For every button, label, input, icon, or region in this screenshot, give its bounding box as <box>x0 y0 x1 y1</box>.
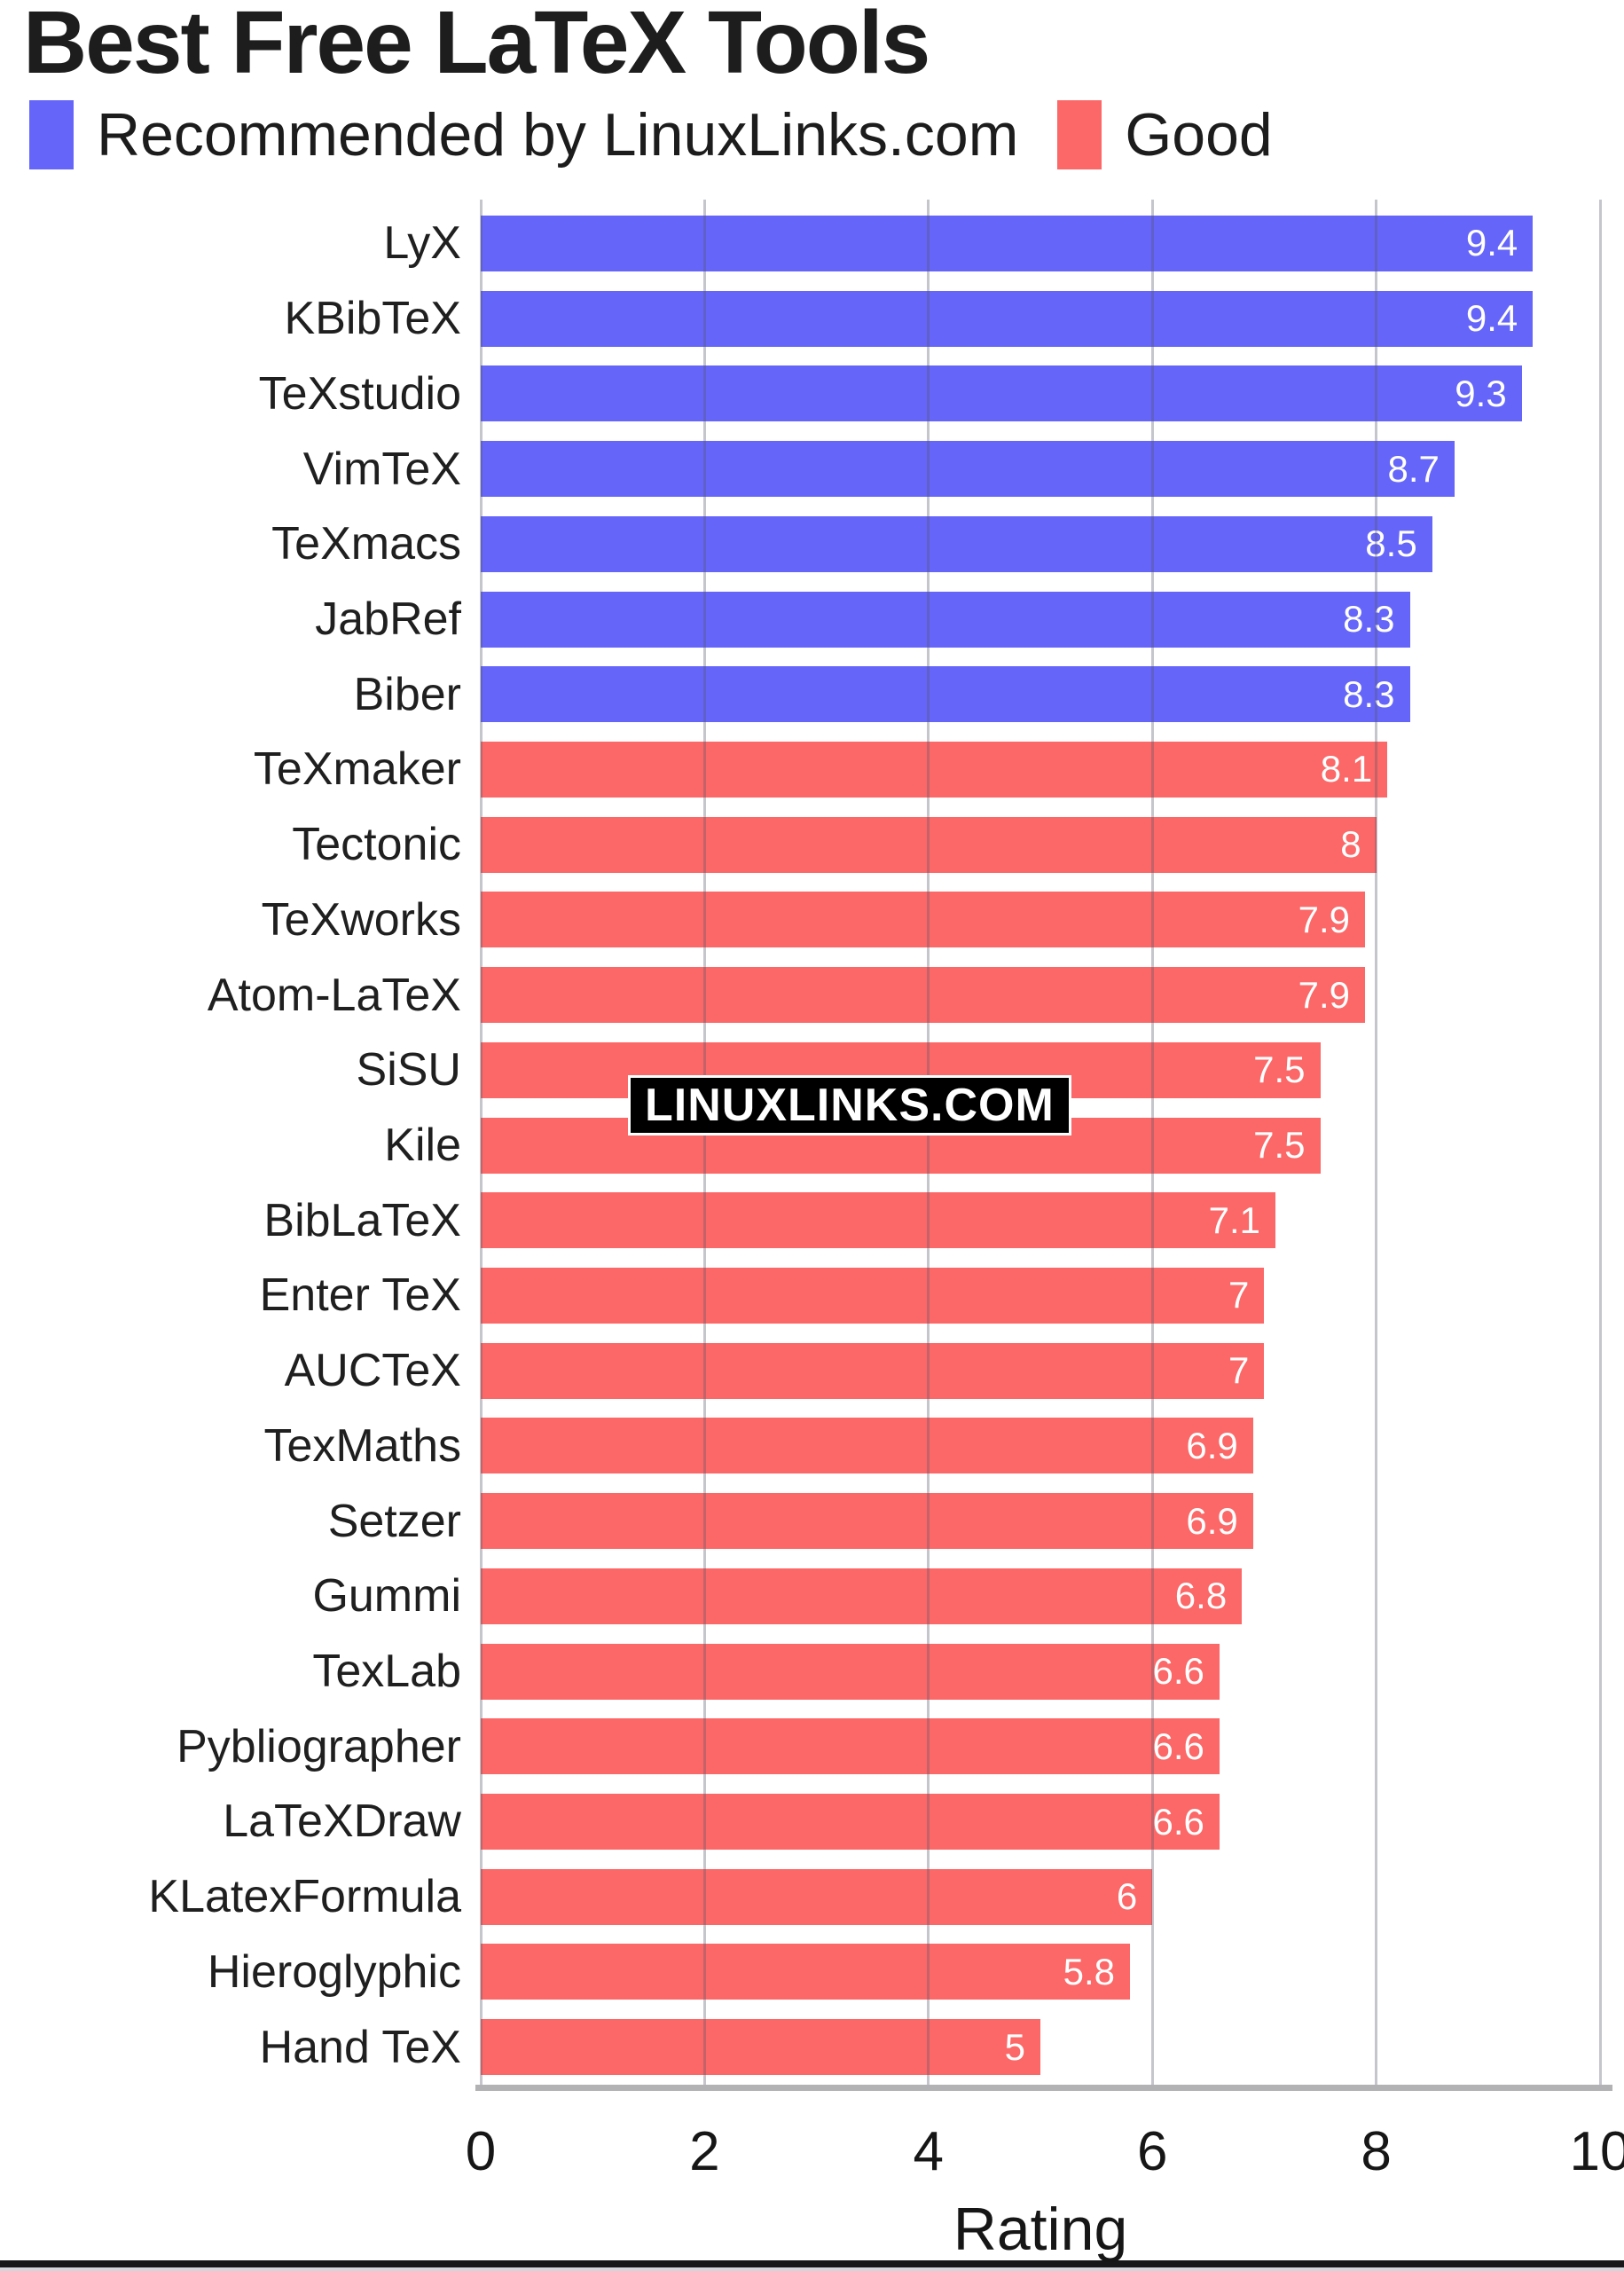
bar-label: KLatexFormula <box>148 1871 461 1923</box>
x-tick-label: 6 <box>1136 2121 1168 2182</box>
bar-value-label: 8 <box>1340 823 1361 866</box>
bar-label: TeXstudio <box>258 367 461 420</box>
bar-value-label: 8.3 <box>1343 598 1395 640</box>
bar-value-label: 8.7 <box>1387 447 1440 490</box>
chart-title: Best Free LaTeX Tools <box>23 0 930 92</box>
x-tick-label: 2 <box>689 2121 720 2182</box>
bottom-edge-strip <box>0 2267 1624 2271</box>
bar-label: TexLab <box>312 1646 461 1698</box>
bar-label: Hieroglyphic <box>207 1945 461 1998</box>
bar: 6.6 <box>481 1794 1220 1850</box>
watermark: LINUXLINKS.COM <box>628 1075 1071 1136</box>
bar-value-label: 9.3 <box>1455 372 1507 414</box>
bar-value-label: 7.9 <box>1298 973 1350 1016</box>
bar-value-label: 6.8 <box>1174 1575 1228 1617</box>
bar-label: Atom-LaTeX <box>207 969 461 1021</box>
bar-label: Setzer <box>327 1495 461 1547</box>
bar-value-label: 6.6 <box>1152 1650 1204 1692</box>
bar-value-label: 6.9 <box>1186 1424 1238 1466</box>
bar-label: LaTeXDraw <box>223 1796 461 1848</box>
bar-value-label: 7 <box>1228 1349 1250 1392</box>
legend-item-recommended: Recommended by LinuxLinks.com <box>29 100 1018 169</box>
bar: 8 <box>481 816 1377 873</box>
x-axis-title: Rating <box>953 2196 1128 2263</box>
bar: 8.7 <box>481 441 1455 497</box>
bar-value-label: 7.5 <box>1253 1049 1306 1091</box>
bar: 9.4 <box>481 290 1534 347</box>
legend-item-good: Good <box>1057 100 1273 169</box>
bar-label: LyX <box>383 217 461 270</box>
legend-label-good: Good <box>1125 101 1273 169</box>
bar-label: Pybliographer <box>177 1720 461 1772</box>
bar-value-label: 5 <box>1004 2025 1025 2068</box>
legend: Recommended by LinuxLinks.com Good <box>29 98 1312 172</box>
bar-value-label: 7.5 <box>1253 1124 1306 1166</box>
bar-value-label: 6.9 <box>1186 1499 1238 1542</box>
bar-label: AUCTeX <box>284 1345 461 1397</box>
bar: 5.8 <box>481 1944 1130 2000</box>
bottom-border <box>0 2260 1624 2267</box>
bar-label: BibLaTeX <box>263 1194 461 1246</box>
bar-label: Kile <box>384 1119 461 1171</box>
bar: 6.8 <box>481 1568 1243 1624</box>
bar-value-label: 9.4 <box>1465 297 1518 340</box>
x-tick-label: 10 <box>1569 2121 1624 2182</box>
bar-label: Hand TeX <box>259 2021 461 2073</box>
bar-value-label: 6 <box>1116 1875 1138 1918</box>
bar-label: TeXmaker <box>253 743 461 796</box>
bar-value-label: 8.5 <box>1365 523 1417 565</box>
bar: 8.3 <box>481 591 1410 648</box>
bar: 5 <box>481 2019 1040 2076</box>
bar-label: TeXmacs <box>271 518 461 570</box>
bar-label: Enter TeX <box>259 1269 461 1322</box>
bar-label: JabRef <box>315 593 461 645</box>
bar-label: Tectonic <box>292 819 461 871</box>
legend-label-recommended: Recommended by LinuxLinks.com <box>97 101 1019 169</box>
bar: 7 <box>481 1267 1265 1324</box>
bar-value-label: 9.4 <box>1465 222 1518 264</box>
bar: 6 <box>481 1868 1153 1925</box>
bar-value-label: 7 <box>1228 1274 1250 1316</box>
bar: 8.3 <box>481 666 1410 723</box>
bar: 7 <box>481 1342 1265 1399</box>
x-tick-label: 8 <box>1361 2121 1392 2182</box>
bar-label: TexMaths <box>263 1419 461 1472</box>
bar: 8.5 <box>481 515 1432 572</box>
legend-swatch-recommended <box>29 100 74 169</box>
bar-label: TeXworks <box>261 893 461 946</box>
bar: 6.9 <box>481 1493 1253 1550</box>
bar-value-label: 7.1 <box>1208 1198 1260 1241</box>
bar-label: Gummi <box>312 1570 461 1623</box>
bar: 7.1 <box>481 1192 1275 1249</box>
legend-swatch-good <box>1057 100 1102 169</box>
bar-value-label: 6.6 <box>1152 1800 1204 1843</box>
x-axis-line <box>475 2085 1612 2091</box>
bar: 6.9 <box>481 1418 1253 1474</box>
bar-value-label: 6.6 <box>1152 1725 1204 1767</box>
bar: 9.3 <box>481 365 1522 422</box>
bar-value-label: 7.9 <box>1298 898 1350 940</box>
x-tick-label: 4 <box>913 2121 945 2182</box>
bar-value-label: 5.8 <box>1063 1950 1115 1992</box>
bar-label: KBibTeX <box>284 293 461 345</box>
bar-label: SiSU <box>356 1044 461 1096</box>
bar: 9.4 <box>481 215 1534 271</box>
bar: 8.1 <box>481 741 1388 798</box>
bar-label: VimTeX <box>302 443 461 495</box>
bar: 7.9 <box>481 967 1365 1024</box>
bar-value-label: 8.1 <box>1320 748 1373 790</box>
plot-area: 9.4 9.4 9.3 8.7 8.5 8.3 8.3 8.1 8 7.9 7.9 7.5 7.5 7.1… <box>481 206 1600 2085</box>
bar-value-label: 8.3 <box>1343 672 1395 715</box>
bar: 6.6 <box>481 1718 1220 1775</box>
bar: 7.9 <box>481 892 1365 948</box>
bar: 6.6 <box>481 1643 1220 1700</box>
x-tick-label: 0 <box>465 2121 497 2182</box>
bar-label: Biber <box>353 668 461 720</box>
